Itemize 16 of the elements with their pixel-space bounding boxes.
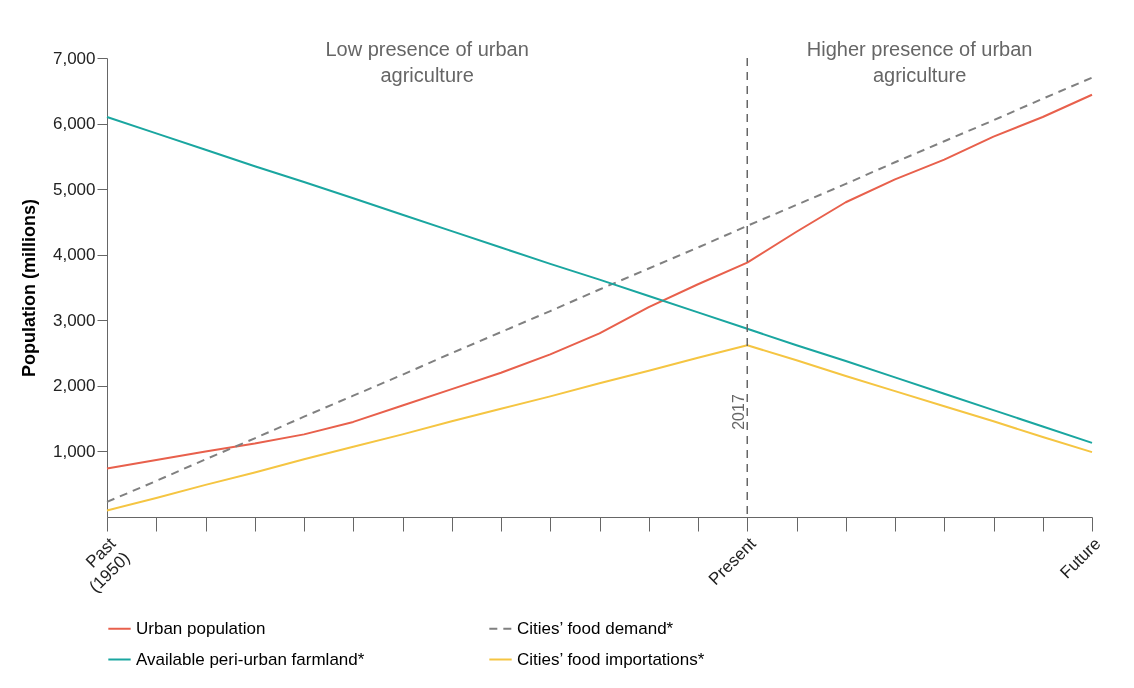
- line-series: [106, 344, 1093, 512]
- legend-label: Cities’ food demand*: [517, 618, 674, 638]
- y-tick-label: 7,000: [52, 48, 96, 68]
- ref-line-label: 2017: [730, 394, 748, 430]
- y-tick-label: 2,000: [52, 376, 96, 396]
- legend-label: Available peri-urban farmland*: [136, 649, 365, 669]
- annotation: Low presence of urban agriculture: [325, 38, 529, 86]
- y-tick-label: 1,000: [52, 441, 96, 461]
- y-tick-label: 3,000: [52, 310, 96, 330]
- y-tick-label: 4,000: [52, 245, 96, 265]
- legend-label: Cities’ food importations*: [517, 649, 705, 669]
- legend-label: Urban population: [136, 618, 266, 638]
- y-tick-label: 6,000: [52, 114, 96, 134]
- y-axis-title: Population (millions): [18, 199, 39, 377]
- annotation: Higher presence of urban agriculture: [806, 38, 1033, 86]
- y-tick-label: 5,000: [52, 179, 96, 199]
